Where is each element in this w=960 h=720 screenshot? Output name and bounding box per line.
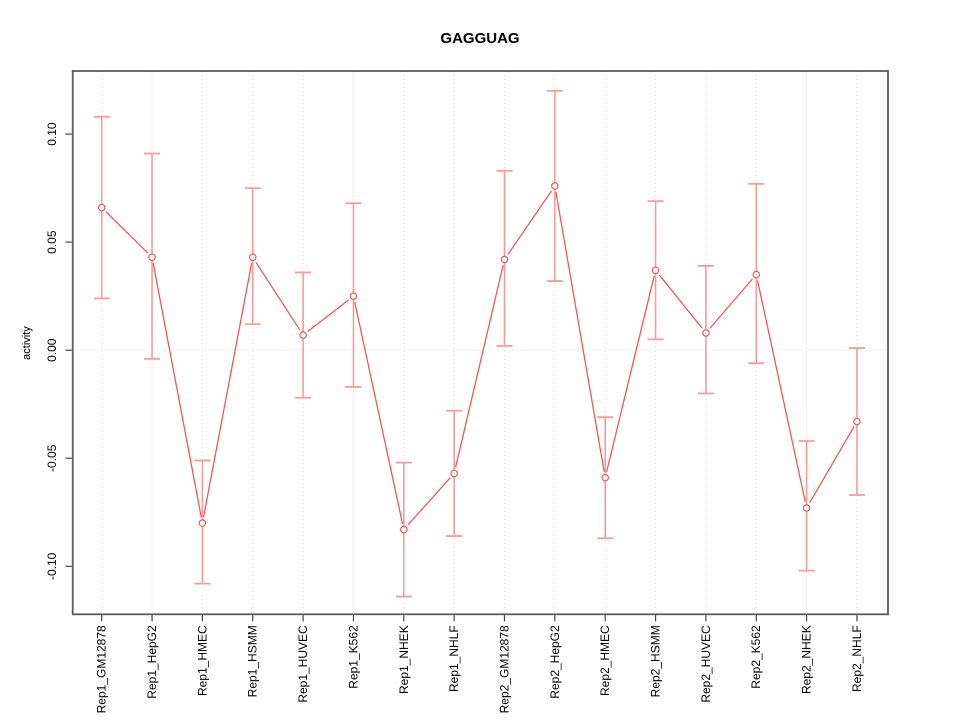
plot-box [71, 70, 889, 616]
x-tick-label: Rep1_HepG2 [145, 625, 159, 699]
x-tick-label: Rep1_GM12878 [95, 625, 109, 713]
data-point [399, 525, 408, 534]
x-tick-label: Rep2_GM12878 [498, 625, 512, 713]
y-tick-label: 0.05 [45, 230, 59, 254]
y-tick-label: -0.05 [45, 444, 59, 472]
x-tick-label: Rep2_NHEK [800, 625, 814, 694]
data-point [551, 182, 559, 190]
series-segment [152, 263, 202, 518]
data-point [601, 473, 610, 482]
series-segment [255, 261, 301, 331]
series-segment [202, 263, 253, 518]
series-segment [605, 275, 655, 473]
chart-title: GAGGUAG [440, 30, 519, 47]
data-point [752, 270, 761, 279]
y-tick-label: 0.00 [45, 338, 59, 362]
y-axis-label: activity [21, 326, 33, 360]
x-tick-label: Rep2_HSMM [649, 625, 663, 697]
x-tick-label: Rep1_HUVEC [296, 625, 310, 703]
data-point [450, 469, 458, 478]
series-segment [105, 211, 149, 254]
axes-layer: Rep1_GM12878 Rep1_HepG2 Rep1_HMEC Rep1_HSMM… [45, 70, 889, 713]
series-segment [809, 426, 855, 504]
series-segment [454, 265, 504, 468]
series-segment [658, 274, 703, 329]
x-tick-label: Rep1_NHEK [397, 625, 411, 694]
x-tick-label: Rep2_K562 [749, 625, 763, 689]
series-segment [407, 477, 451, 526]
x-tick-label: Rep1_K562 [346, 625, 360, 689]
data-point [853, 417, 861, 426]
x-tick-label: Rep2_HUVEC [699, 625, 713, 703]
x-tick-label: Rep2_NHLF [850, 625, 864, 692]
x-tick-label: Rep1_HMEC [195, 625, 209, 696]
series-segment [756, 280, 806, 503]
data-point [802, 504, 811, 512]
data-point [148, 253, 156, 262]
y-tick-label: -0.10 [45, 552, 59, 580]
data-point [97, 203, 106, 212]
data-point [500, 255, 509, 264]
x-tick-label: Rep1_NHLF [447, 625, 461, 692]
x-tick-label: Rep2_HepG2 [548, 625, 562, 699]
x-tick-label: Rep1_HSMM [246, 625, 260, 697]
gridlines-layer [72, 71, 888, 615]
data-point [702, 329, 710, 337]
series-segment [709, 278, 753, 329]
data-point [349, 292, 358, 300]
series-segment [555, 191, 605, 472]
series-segment [354, 301, 404, 524]
data-point [651, 266, 660, 275]
data-point [248, 253, 257, 262]
x-tick-label: Rep2_HMEC [598, 625, 612, 696]
y-tick-label: 0.10 [45, 122, 59, 146]
data-layer [93, 89, 865, 598]
series-segment [307, 299, 350, 332]
data-point [198, 519, 207, 527]
data-point [299, 331, 307, 339]
series-segment [507, 190, 552, 255]
